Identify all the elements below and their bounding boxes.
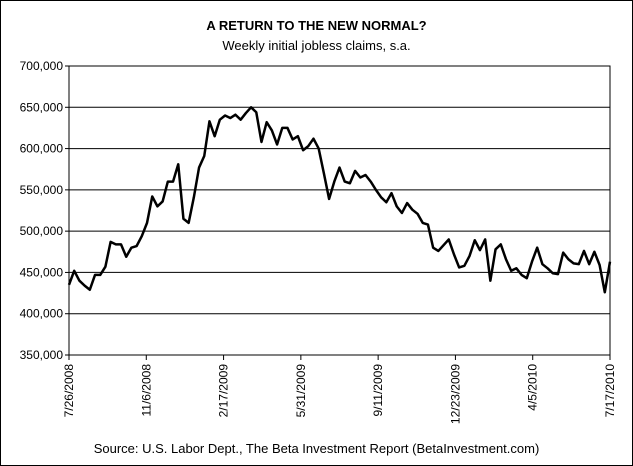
y-tick-label: 700,000 <box>20 59 64 73</box>
y-tick-label: 500,000 <box>20 224 64 238</box>
x-tick-label: 12/23/2009 <box>448 364 462 424</box>
source-note: Source: U.S. Labor Dept., The Beta Inves… <box>93 441 540 456</box>
x-tick-label: 2/17/2009 <box>217 364 231 418</box>
y-tick-label: 400,000 <box>20 307 64 321</box>
y-tick-label: 450,000 <box>20 265 64 279</box>
x-axis: 7/26/2008 11/6/2008 2/17/2009 5/31/2009 9/11… <box>62 355 617 424</box>
x-tick-label: 11/6/2008 <box>139 364 153 417</box>
x-tick-label: 7/17/2010 <box>603 364 617 418</box>
x-tick-label: 4/5/2010 <box>526 364 540 411</box>
y-tick-label: 600,000 <box>20 142 64 156</box>
x-tick-label: 5/31/2009 <box>294 364 308 418</box>
chart-title: A RETURN TO THE NEW NORMAL? <box>206 18 427 33</box>
x-tick-label: 7/26/2008 <box>62 364 76 418</box>
series-line <box>67 106 612 294</box>
y-tick-label: 650,000 <box>20 100 64 114</box>
x-tick-label: 9/11/2009 <box>371 364 385 417</box>
y-axis: 350,000 400,000 450,000 500,000 550,000 600,0… <box>20 59 69 362</box>
plot-area <box>68 65 611 356</box>
chart-subtitle: Weekly initial jobless claims, s.a. <box>222 38 411 53</box>
y-tick-label: 550,000 <box>20 183 64 197</box>
y-tick-label: 350,000 <box>20 348 64 362</box>
series-group <box>67 106 612 294</box>
